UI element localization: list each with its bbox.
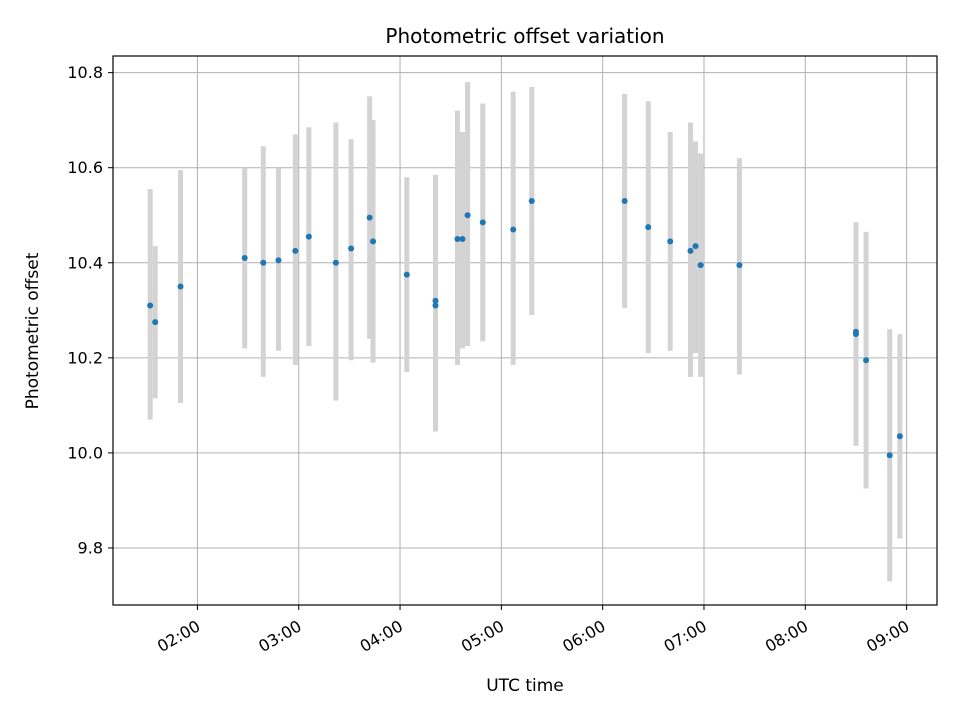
x-tick-label: 03:00 [255, 616, 304, 656]
y-tick-label: 9.8 [78, 538, 103, 557]
data-point [275, 257, 282, 264]
y-tick-label: 10.6 [67, 158, 103, 177]
data-point [528, 197, 535, 204]
x-tick-label: 04:00 [357, 616, 406, 656]
data-point [667, 238, 674, 245]
data-point [260, 259, 267, 266]
y-tick-label: 10.0 [67, 443, 103, 462]
data-point [432, 302, 439, 309]
data-point [736, 262, 743, 269]
x-tick-label: 05:00 [458, 616, 507, 656]
plot-frame [112, 55, 938, 606]
data-point [863, 357, 870, 364]
axis-ticks: 02:00 03:00 04:00 05:00 06:00 07:00 08:00 09:00… [67, 63, 912, 656]
data-point [852, 328, 859, 335]
data-point [886, 452, 893, 459]
x-axis-title: UTC time [486, 676, 564, 696]
x-tick-label: 07:00 [661, 616, 710, 656]
error-bars [147, 82, 903, 582]
chart-title: Photometric offset variation [385, 24, 664, 48]
data-point [697, 262, 704, 269]
data-point [348, 245, 355, 252]
data-point [177, 283, 184, 290]
data-point [464, 212, 471, 219]
x-tick-label: 06:00 [559, 616, 608, 656]
data-point [687, 247, 694, 254]
data-point [305, 233, 312, 240]
grid [113, 56, 937, 605]
data-point [621, 197, 628, 204]
data-point [370, 238, 377, 245]
data-point [403, 271, 410, 278]
x-tick-label: 08:00 [762, 616, 811, 656]
data-point [454, 236, 461, 242]
data-point [645, 224, 652, 231]
y-tick-label: 10.4 [67, 253, 103, 272]
data-point [147, 302, 154, 309]
data-point [479, 219, 486, 226]
y-tick-label: 10.8 [67, 63, 103, 82]
y-axis-title: Photometric offset [23, 252, 43, 409]
data-point [152, 319, 159, 326]
data-point [896, 433, 903, 440]
data-point [292, 247, 299, 254]
y-tick-label: 10.2 [67, 348, 103, 367]
x-tick-label: 02:00 [154, 616, 203, 656]
data-point [692, 243, 699, 250]
x-tick-label: 09:00 [863, 616, 912, 656]
data-point [459, 236, 466, 242]
data-point [241, 255, 248, 262]
data-point [432, 297, 439, 304]
data-point [366, 214, 373, 221]
data-point [510, 226, 517, 233]
data-points [147, 197, 903, 459]
data-point [332, 259, 339, 266]
